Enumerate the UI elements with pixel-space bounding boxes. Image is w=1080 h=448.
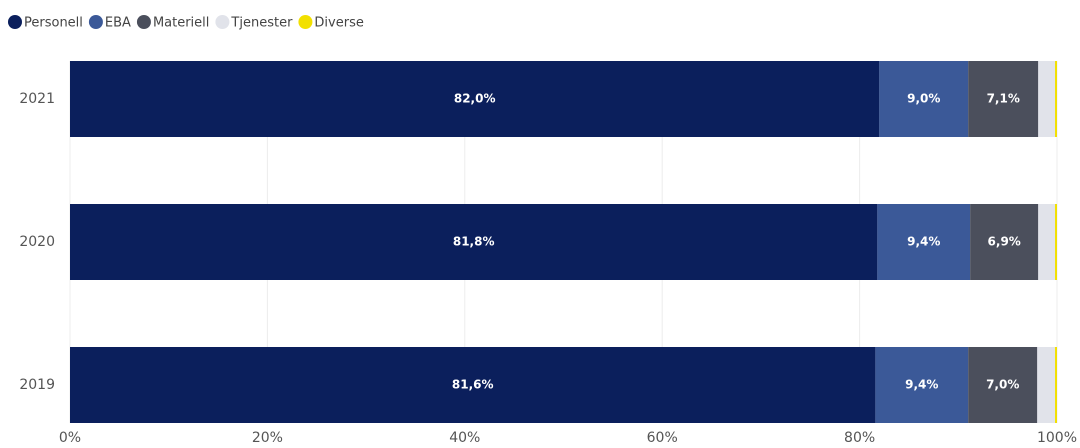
x-tick-label: 0% [59, 430, 81, 446]
bar-segment [1055, 347, 1057, 423]
y-tick-label: 2020 [19, 234, 55, 250]
legend-label: Diverse [314, 16, 363, 31]
data-label: 9,0% [907, 92, 940, 106]
data-label: 82,0% [454, 92, 496, 106]
data-label: 9,4% [907, 235, 940, 249]
y-tick-label: 2021 [19, 91, 55, 107]
bar-segment [70, 347, 876, 423]
legend-marker [136, 15, 151, 29]
y-tick-label: 2019 [19, 377, 55, 393]
bar-segment [1037, 347, 1056, 423]
x-tick-label: 60% [647, 430, 678, 446]
bar-segment [968, 347, 1038, 423]
legend-marker [215, 15, 230, 29]
data-label: 6,9% [988, 235, 1021, 249]
bar-segment [1038, 204, 1056, 280]
x-tick-label: 80% [844, 430, 875, 446]
x-tick-label: 40% [449, 430, 480, 446]
legend-label: EBA [105, 16, 131, 31]
legend-label: Tjenester [230, 16, 293, 31]
data-label: 7,1% [987, 92, 1020, 106]
legend-label: Personell [24, 16, 83, 31]
legend-marker [298, 15, 313, 29]
bar-segment [877, 204, 971, 280]
x-tick-label: 100% [1037, 430, 1077, 446]
bar-segment [1055, 61, 1057, 137]
legend-marker [88, 15, 103, 29]
data-label: 81,8% [453, 235, 495, 249]
legend-marker [8, 15, 22, 29]
bar-segment [1038, 61, 1056, 137]
bar-segment [879, 61, 969, 137]
data-label: 7,0% [986, 378, 1019, 392]
x-tick-label: 20% [252, 430, 283, 446]
bar-segment [968, 61, 1039, 137]
bar-segment [1055, 204, 1057, 280]
data-label: 81,6% [452, 378, 494, 392]
bar-segment [875, 347, 969, 423]
data-label: 9,4% [905, 378, 938, 392]
legend-label: Materiell [153, 16, 209, 31]
bar-segment [70, 204, 878, 280]
bar-segment [70, 61, 880, 137]
bar-segment [970, 204, 1039, 280]
